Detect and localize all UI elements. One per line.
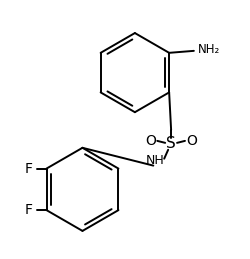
Text: NH₂: NH₂ [198,43,220,56]
Text: S: S [166,136,176,151]
Text: NH: NH [146,154,165,167]
Text: F: F [25,162,33,176]
Text: O: O [186,134,197,148]
Text: F: F [25,203,33,217]
Text: O: O [145,134,156,148]
